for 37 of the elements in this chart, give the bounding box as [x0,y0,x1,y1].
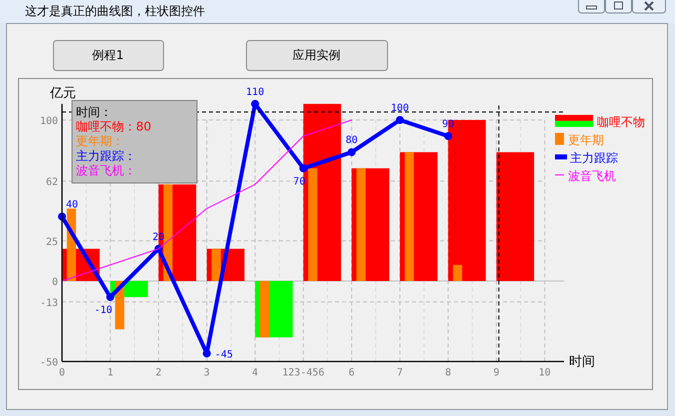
button: 例程1 [53,40,164,71]
x-tick-label: 10 [538,368,551,378]
y-tick-label: 0 [52,277,58,288]
x-tick-label: 123-456 [282,368,324,378]
x-tick-label: 7 [396,368,403,378]
legend-label: 主力跟踪 [570,150,618,165]
x-tick-label: 3 [204,368,210,378]
x-tick-label: 8 [445,368,452,378]
value-label: -45 [214,349,233,360]
value-label: -10 [94,305,112,316]
annotation: 咖哩不物：80 [76,120,152,134]
title: 这才是真正的曲线图，柱状图控件 [25,4,205,18]
y-tick-label: -50 [40,358,58,368]
y-tick-label: -13 [40,298,58,309]
y-tick-label: 25 [46,236,58,248]
y-axis-title: 亿元 [49,86,76,101]
annotation: 主力跟踪： [76,148,136,163]
y-tick-label: 62 [46,177,58,188]
y-tick-label: 100 [40,116,58,127]
x-tick-label: 1 [107,368,114,378]
x-tick-label: 6 [348,368,355,378]
value-label: 110 [246,86,264,98]
button: 应用实例 [246,40,388,71]
legend-label: 波音飞机 [568,168,616,183]
x-tick-label: 9 [493,368,500,378]
annotation: 波音飞机： [76,163,136,178]
legend-label: 更年期 [568,132,604,147]
value-label: 100 [390,103,409,114]
x-tick-label: 4 [252,368,258,378]
annotation: 时间： [76,105,112,119]
x-tick-label: 2 [156,368,162,378]
x-axis-title: 时间 [569,354,595,370]
value-label: 80 [346,135,358,146]
x-tick-label: 0 [58,368,66,378]
legend-label: 咖哩不物 [597,114,645,129]
value-label: 40 [66,200,78,211]
annotation: 更年期： [76,134,124,148]
